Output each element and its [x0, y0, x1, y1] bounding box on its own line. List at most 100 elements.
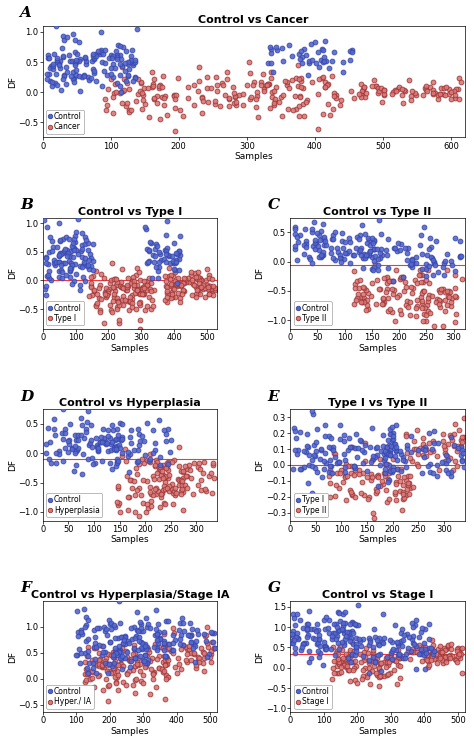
Point	[94, 444, 101, 456]
Point	[389, 427, 397, 439]
Point	[422, 84, 429, 96]
Point	[128, 293, 136, 305]
Point	[169, 637, 176, 649]
Point	[421, 637, 428, 649]
Point	[359, 670, 366, 682]
Point	[381, 470, 389, 482]
Point	[76, 284, 83, 296]
Point	[330, 654, 338, 666]
Point	[114, 295, 122, 307]
Point	[110, 657, 118, 669]
Point	[321, 623, 328, 635]
Point	[358, 673, 365, 685]
Point	[108, 463, 116, 475]
Point	[85, 254, 92, 266]
Point	[314, 88, 322, 100]
Point	[395, 648, 402, 660]
Point	[414, 448, 421, 460]
Point	[394, 651, 401, 663]
Point	[169, 456, 176, 468]
Point	[433, 459, 441, 470]
Point	[175, 624, 182, 636]
Point	[368, 81, 375, 93]
Point	[377, 247, 384, 259]
Point	[383, 249, 391, 261]
Point	[192, 662, 200, 674]
Point	[422, 444, 429, 456]
Point	[298, 45, 305, 56]
Text: C: C	[267, 198, 280, 212]
Point	[129, 59, 137, 71]
Point	[352, 620, 360, 631]
Point	[293, 608, 301, 620]
Point	[157, 255, 165, 266]
Point	[207, 82, 215, 93]
Point	[392, 478, 400, 490]
Point	[120, 634, 128, 646]
Point	[403, 254, 410, 266]
Point	[79, 628, 86, 640]
Point	[118, 281, 125, 293]
Point	[339, 56, 347, 68]
Point	[293, 628, 301, 640]
Point	[420, 649, 428, 660]
Point	[441, 651, 449, 663]
Point	[389, 643, 396, 655]
Point	[50, 413, 58, 425]
Point	[125, 666, 132, 677]
Point	[112, 86, 119, 98]
Point	[413, 294, 420, 306]
Point	[370, 237, 377, 249]
Point	[97, 436, 104, 448]
Point	[270, 67, 277, 79]
Point	[305, 449, 313, 461]
Point	[407, 482, 414, 494]
Point	[386, 465, 393, 477]
Point	[115, 646, 123, 658]
Point	[90, 64, 97, 76]
Point	[279, 55, 286, 67]
Point	[444, 290, 452, 302]
Point	[371, 631, 379, 643]
Point	[321, 643, 328, 654]
Point	[138, 283, 146, 295]
Point	[153, 456, 161, 468]
Point	[421, 441, 429, 453]
Point	[88, 665, 96, 677]
Point	[350, 469, 357, 481]
Point	[360, 654, 367, 666]
Point	[417, 229, 425, 241]
Point	[319, 233, 327, 245]
Point	[128, 437, 135, 449]
Point	[365, 234, 373, 246]
Point	[82, 58, 90, 70]
Point	[453, 656, 461, 668]
Point	[116, 506, 123, 518]
Point	[353, 451, 361, 463]
Point	[336, 99, 344, 111]
Point	[391, 439, 398, 450]
Point	[414, 459, 422, 471]
Point	[358, 476, 366, 488]
Point	[392, 476, 400, 488]
Point	[404, 242, 411, 254]
Point	[136, 436, 143, 447]
Point	[369, 651, 376, 663]
X-axis label: Samples: Samples	[358, 727, 397, 736]
Point	[429, 87, 437, 99]
Point	[404, 470, 412, 482]
Point	[90, 666, 97, 678]
Point	[307, 39, 314, 50]
Point	[345, 651, 352, 663]
Point	[84, 453, 92, 465]
Point	[165, 288, 173, 300]
Point	[405, 477, 412, 489]
Point	[72, 649, 80, 661]
Point	[380, 440, 387, 452]
Point	[292, 425, 299, 437]
Point	[340, 429, 348, 441]
Point	[80, 447, 87, 459]
Point	[61, 70, 68, 82]
Point	[332, 647, 340, 659]
Point	[438, 651, 446, 663]
